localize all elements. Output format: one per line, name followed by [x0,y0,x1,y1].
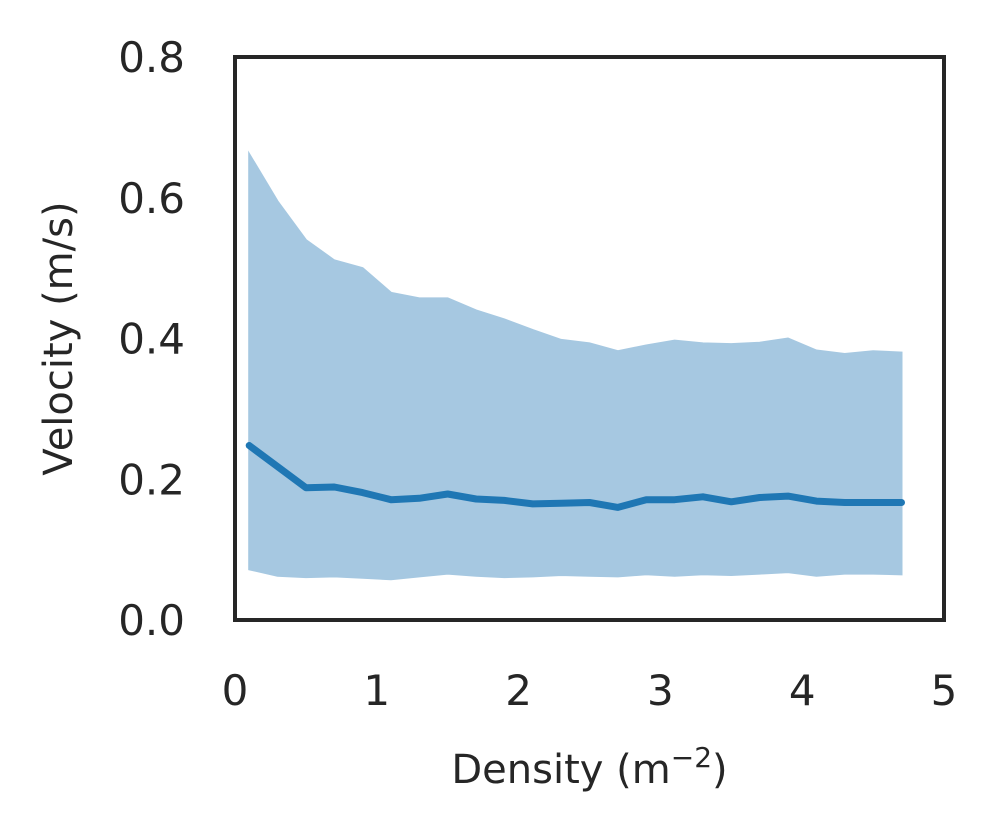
x-axis-label-superscript: −2 [671,741,712,774]
x-tick-label: 0 [222,666,249,715]
confidence-band-layer [248,150,903,581]
x-tick-label: 1 [363,666,390,715]
mean-line-layer [245,442,905,511]
x-axis-label-close: ) [712,747,728,793]
y-tick-label: 0.8 [118,33,185,82]
x-axis-label: Density (m−2) [451,741,727,793]
x-axis-label-main: Density (m [451,747,670,793]
y-tick-labels: 0.0 0.2 0.4 0.6 0.8 [118,33,185,645]
y-tick-label: 0.4 [118,315,185,364]
axes-frame [233,55,946,622]
x-tick-label: 5 [931,666,958,715]
y-tick-label: 0.2 [118,455,185,504]
x-tick-labels: 0 1 2 3 4 5 [222,666,958,715]
confidence-band [248,150,903,581]
x-tick-label: 3 [647,666,674,715]
y-axis-label: Velocity (m/s) [36,201,82,475]
y-tick-label: 0.0 [118,596,185,645]
y-tick-label: 0.6 [118,174,185,223]
x-tick-label: 4 [789,666,816,715]
x-tick-label: 2 [505,666,532,715]
mean-velocity-line [245,442,905,511]
